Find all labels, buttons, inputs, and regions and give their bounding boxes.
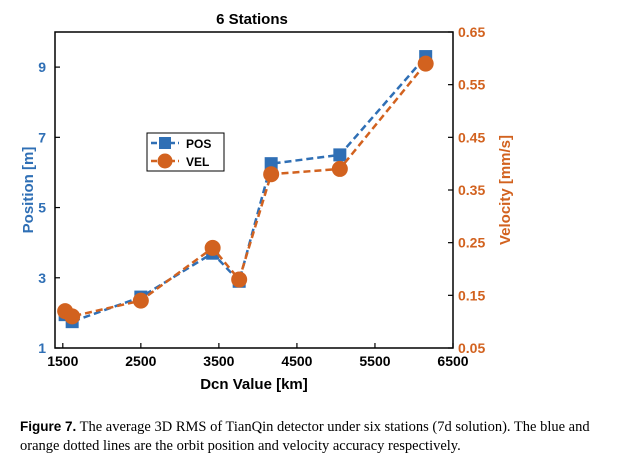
data-point-vel xyxy=(64,308,81,325)
y-right-tick-label: 0.65 xyxy=(458,24,485,40)
data-point-pos xyxy=(333,148,347,162)
y-right-tick-label: 0.05 xyxy=(458,340,485,356)
y-left-tick-label: 5 xyxy=(38,200,46,216)
figure-label: Figure 7. xyxy=(20,419,77,434)
caption-text: The average 3D RMS of TianQin detector u… xyxy=(20,419,590,454)
legend: POS VEL xyxy=(146,132,225,172)
data-point-vel xyxy=(231,271,248,288)
y-axis-right-label: Velocity [mm/s] xyxy=(497,135,514,245)
y-right-tick-label: 0.15 xyxy=(458,287,485,303)
y-axis-left: 1 3 5 7 9 xyxy=(38,59,60,356)
y-left-tick-label: 1 xyxy=(38,340,46,356)
chart-title: 6 Stations xyxy=(216,11,288,28)
data-point-vel xyxy=(417,55,434,72)
x-tick-label: 6500 xyxy=(437,353,468,369)
chart: 6 Stations 1500 2500 3500 4500 5500 6500 1 3 5 7… xyxy=(20,11,514,393)
series-line-vel xyxy=(64,62,427,318)
y-left-tick-label: 9 xyxy=(38,59,46,75)
series-layer xyxy=(57,50,434,329)
legend-pos-label: POS xyxy=(186,137,211,151)
legend-vel-marker xyxy=(157,153,173,169)
y-right-tick-label: 0.35 xyxy=(458,182,485,198)
x-tick-label: 5500 xyxy=(359,353,390,369)
legend-pos-marker xyxy=(159,137,171,149)
y-axis-right: 0.05 0.15 0.25 0.35 0.45 0.55 0.65 xyxy=(448,24,485,356)
y-right-tick-label: 0.45 xyxy=(458,129,485,145)
figure-caption: Figure 7. The average 3D RMS of TianQin … xyxy=(20,417,632,456)
x-tick-label: 2500 xyxy=(125,353,156,369)
y-axis-left-label: Position [m] xyxy=(20,147,37,234)
series-line-pos xyxy=(64,55,427,324)
x-axis: 1500 2500 3500 4500 5500 6500 xyxy=(47,343,469,369)
data-point-vel xyxy=(204,239,221,256)
legend-vel-label: VEL xyxy=(186,155,209,169)
x-tick-label: 4500 xyxy=(281,353,312,369)
data-point-vel xyxy=(132,292,149,309)
x-axis-label: Dcn Value [km] xyxy=(200,376,308,393)
x-tick-label: 3500 xyxy=(203,353,234,369)
y-right-tick-label: 0.25 xyxy=(458,235,485,251)
data-point-vel xyxy=(331,160,348,177)
y-left-tick-label: 7 xyxy=(38,129,46,145)
y-right-tick-label: 0.55 xyxy=(458,77,485,93)
plot-frame xyxy=(54,31,454,349)
y-left-tick-label: 3 xyxy=(38,270,46,286)
data-point-vel xyxy=(263,166,280,183)
x-tick-label: 1500 xyxy=(47,353,78,369)
